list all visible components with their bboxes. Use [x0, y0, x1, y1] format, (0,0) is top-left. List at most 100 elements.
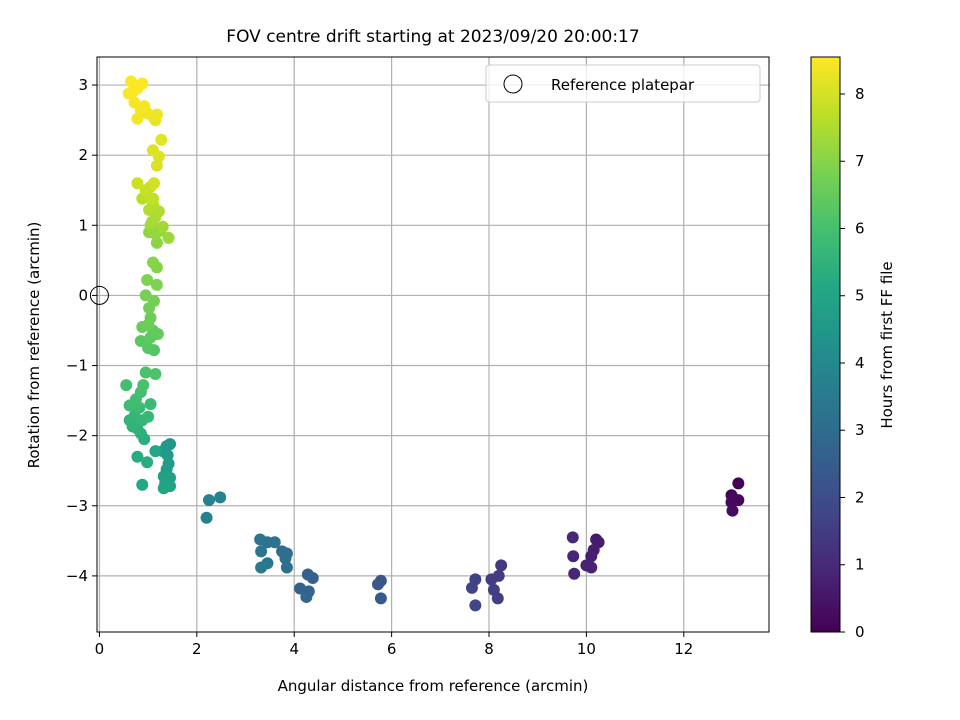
data-point [150, 278, 163, 291]
y-tick-label: −1 [66, 357, 88, 375]
data-point [465, 581, 478, 594]
data-point [255, 561, 268, 574]
grid-lines [97, 57, 769, 632]
data-point [156, 220, 169, 233]
data-point [147, 256, 159, 269]
colorbar-gradient [810, 56, 841, 633]
x-ticks: 0 2 4 6 8 10 12 [95, 632, 693, 658]
data-point [214, 491, 227, 504]
data-point [147, 144, 159, 157]
data-point [120, 379, 133, 392]
data-point [141, 456, 154, 469]
colorbar-ticks: 0 1 2 3 4 5 6 7 8 [840, 85, 865, 641]
data-point [279, 552, 292, 565]
colorbar-label: Hours from first FF file [878, 261, 896, 428]
data-point [149, 445, 162, 458]
data-point [726, 504, 739, 517]
colorbar-tick-label: 3 [855, 421, 865, 439]
data-point [371, 578, 384, 591]
data-point [374, 592, 387, 605]
x-tick-label: 8 [484, 640, 494, 658]
legend-marker [503, 74, 523, 94]
data-point [128, 96, 141, 109]
data-point [139, 289, 152, 302]
x-tick-label: 0 [95, 640, 105, 658]
x-tick-label: 12 [674, 640, 693, 658]
x-tick-label: 4 [289, 640, 299, 658]
legend-entry-label: Reference platepar [551, 76, 695, 94]
data-point [150, 108, 163, 121]
colorbar: 0 1 2 3 4 5 6 7 8 Hours from first FF file [810, 56, 896, 641]
reference-platepar-marker [89, 285, 109, 305]
data-point [147, 192, 159, 205]
data-point [568, 567, 581, 580]
data-point [134, 334, 147, 347]
y-axis-label: Rotation from reference (arcmin) [25, 222, 43, 469]
data-point [138, 100, 151, 113]
data-point [157, 482, 170, 495]
data-point [469, 599, 482, 612]
data-point [485, 573, 498, 586]
data-point [144, 311, 157, 324]
data-point [162, 231, 175, 244]
data-point [142, 410, 155, 423]
data-point [131, 450, 144, 463]
data-point [301, 568, 314, 581]
data-point [491, 592, 504, 605]
y-tick-label: 3 [78, 76, 88, 94]
data-point [131, 112, 144, 125]
data-point [149, 367, 162, 380]
data-point [200, 511, 213, 524]
data-point [136, 478, 149, 491]
data-point [203, 494, 215, 507]
x-tick-label: 6 [387, 640, 397, 658]
data-point [151, 327, 164, 340]
data-point [125, 75, 138, 88]
colorbar-tick-label: 6 [855, 219, 865, 237]
plot-background [97, 57, 769, 632]
plot-frame [96, 56, 770, 633]
x-axis-label: Angular distance from reference (arcmin) [278, 677, 589, 695]
colorbar-tick-label: 8 [855, 85, 865, 103]
x-tick-label: 2 [192, 640, 202, 658]
data-point [254, 533, 267, 546]
data-point [136, 77, 149, 90]
data-point [122, 87, 135, 100]
y-tick-label: −2 [66, 427, 88, 445]
y-tick-label: 2 [78, 146, 88, 164]
data-point [147, 177, 160, 190]
data-point [141, 273, 154, 286]
data-point [155, 133, 168, 146]
data-point [150, 159, 163, 172]
data-point [567, 550, 580, 563]
legend: Reference platepar [485, 64, 761, 103]
y-tick-label: −3 [66, 497, 88, 515]
data-point [150, 236, 163, 249]
data-points [120, 75, 745, 612]
data-point [585, 550, 598, 563]
data-point [131, 177, 144, 190]
y-ticks: −4 −3 −2 −1 0 1 2 3 [66, 76, 97, 585]
colorbar-tick-label: 1 [855, 556, 865, 574]
x-tick-label: 10 [577, 640, 596, 658]
data-point [137, 379, 150, 392]
legend-box [485, 64, 761, 103]
data-point [566, 531, 579, 544]
y-tick-label: 1 [78, 216, 88, 234]
colorbar-tick-label: 0 [855, 623, 865, 641]
y-tick-label: 0 [78, 286, 88, 304]
data-point [495, 559, 508, 572]
data-point [732, 477, 745, 490]
data-point [585, 561, 598, 574]
chart-title: FOV centre drift starting at 2023/09/20 … [226, 27, 639, 47]
data-point [300, 590, 313, 603]
colorbar-tick-label: 7 [855, 152, 865, 170]
data-point [255, 545, 268, 558]
data-point [144, 398, 157, 411]
y-tick-label: −4 [66, 567, 88, 585]
reference-marker-layer [89, 285, 109, 305]
colorbar-tick-label: 4 [855, 354, 865, 372]
data-point [280, 561, 293, 574]
